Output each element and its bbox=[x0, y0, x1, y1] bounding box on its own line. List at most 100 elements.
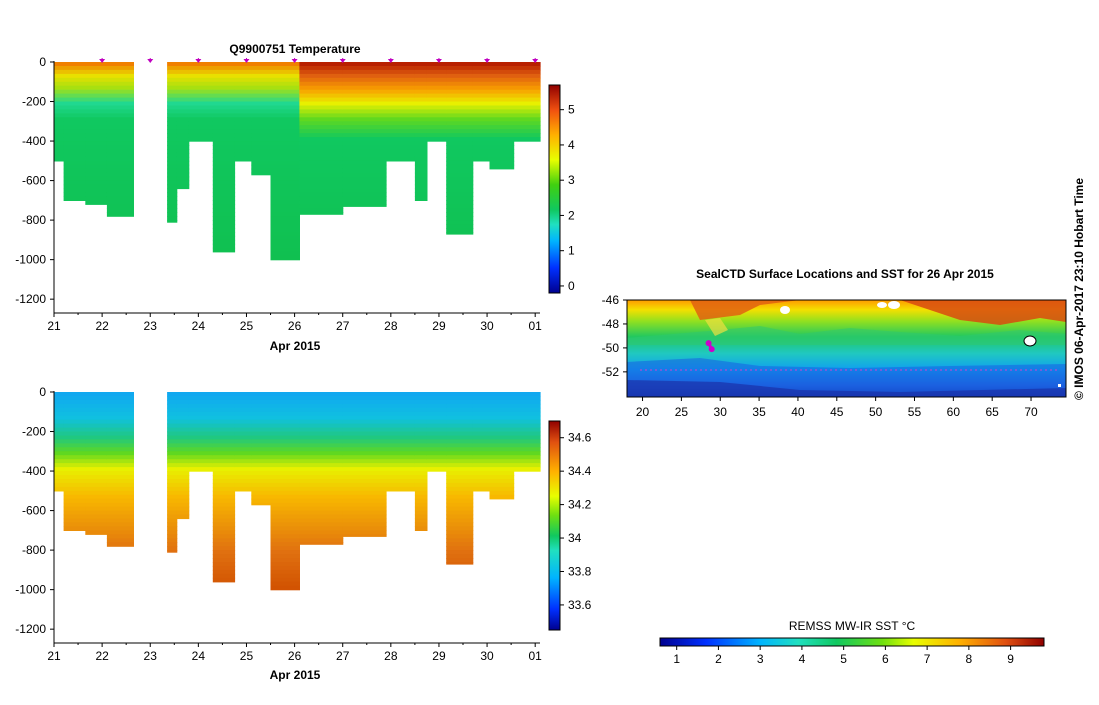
section-cell bbox=[414, 399, 428, 405]
section-cell bbox=[299, 212, 344, 215]
section-cell bbox=[270, 152, 300, 158]
section-cell bbox=[188, 435, 214, 441]
section-cell bbox=[472, 463, 490, 468]
section-cell bbox=[106, 399, 134, 405]
section-cell bbox=[270, 172, 300, 178]
section-cell bbox=[212, 486, 236, 492]
section-cell bbox=[446, 419, 474, 425]
section-cell bbox=[446, 530, 474, 535]
section-cell bbox=[446, 73, 474, 79]
section-cell bbox=[342, 403, 387, 409]
section-cell bbox=[299, 85, 344, 91]
section-cell bbox=[489, 435, 515, 441]
section-cell bbox=[251, 407, 272, 413]
section-cell bbox=[54, 93, 65, 99]
section-cell bbox=[85, 423, 108, 429]
section-cell bbox=[167, 196, 178, 201]
section-cell bbox=[176, 514, 190, 520]
section-cell bbox=[472, 81, 490, 87]
section-cell bbox=[63, 85, 86, 91]
section-cell bbox=[106, 77, 134, 83]
section-cell bbox=[342, 81, 387, 87]
section-cell bbox=[446, 534, 474, 539]
section-cell bbox=[176, 89, 190, 95]
section-cell bbox=[106, 137, 134, 142]
section-cell bbox=[106, 506, 134, 512]
section-cell bbox=[386, 479, 416, 484]
section-cell bbox=[386, 156, 416, 162]
section-cell bbox=[251, 479, 272, 484]
section-cell bbox=[63, 156, 86, 162]
sst-colorbar bbox=[659, 637, 1045, 647]
section-cell bbox=[270, 149, 300, 154]
section-cell bbox=[85, 411, 108, 417]
section-cell bbox=[472, 431, 490, 437]
section-cell bbox=[426, 109, 447, 114]
section-cell bbox=[299, 514, 344, 520]
section-cell bbox=[342, 85, 387, 91]
section-cell bbox=[270, 243, 300, 249]
section-cell bbox=[167, 93, 178, 99]
section-cell bbox=[489, 97, 515, 103]
section-cell bbox=[270, 423, 300, 429]
section-cell bbox=[212, 77, 236, 83]
section-cell bbox=[426, 407, 447, 413]
section-cell bbox=[513, 396, 541, 401]
section-cell bbox=[270, 435, 300, 441]
section-cell bbox=[299, 407, 344, 413]
section-cell bbox=[414, 62, 428, 67]
section-cell bbox=[212, 439, 236, 444]
section-cell bbox=[54, 396, 65, 401]
section-cell bbox=[446, 494, 474, 500]
section-cell bbox=[270, 498, 300, 504]
section-cell bbox=[212, 145, 236, 150]
section-cell bbox=[472, 471, 490, 476]
section-cell bbox=[212, 451, 236, 456]
section-cell bbox=[342, 455, 387, 460]
section-cell bbox=[176, 471, 190, 476]
section-cell bbox=[513, 85, 541, 91]
section-cell bbox=[513, 113, 541, 118]
section-cell bbox=[513, 443, 541, 448]
section-cell bbox=[299, 411, 344, 417]
section-cell bbox=[342, 184, 387, 190]
section-cell bbox=[472, 62, 490, 67]
section-cell bbox=[176, 451, 190, 456]
section-cell bbox=[386, 411, 416, 417]
section-cell bbox=[446, 482, 474, 488]
section-cell bbox=[251, 160, 272, 166]
section-cell bbox=[270, 396, 300, 401]
section-cell bbox=[251, 463, 272, 468]
y-tick-label: -200 bbox=[22, 425, 46, 439]
section-cell bbox=[251, 467, 272, 472]
section-cell bbox=[167, 101, 178, 107]
section-cell bbox=[54, 471, 65, 476]
section-cell bbox=[386, 121, 416, 126]
salinity-cells bbox=[54, 392, 541, 591]
section-cell bbox=[446, 439, 474, 444]
section-cell bbox=[63, 510, 86, 516]
section-cell bbox=[176, 423, 190, 429]
section-cell bbox=[342, 192, 387, 197]
section-cell bbox=[176, 490, 190, 496]
section-cell bbox=[446, 506, 474, 512]
section-cell bbox=[414, 176, 428, 182]
section-cell bbox=[176, 149, 190, 154]
section-cell bbox=[299, 459, 344, 464]
section-cell bbox=[414, 526, 428, 531]
section-cell bbox=[270, 585, 300, 591]
section-cell bbox=[472, 73, 490, 79]
section-cell bbox=[270, 431, 300, 437]
section-cell bbox=[106, 204, 134, 209]
section-cell bbox=[106, 403, 134, 409]
x-tick-label: 22 bbox=[95, 319, 109, 333]
section-cell bbox=[212, 459, 236, 464]
section-cell bbox=[513, 455, 541, 460]
section-cell bbox=[167, 538, 178, 543]
section-cell bbox=[446, 490, 474, 496]
section-cell bbox=[188, 392, 214, 397]
section-cell bbox=[106, 411, 134, 417]
section-cell bbox=[251, 494, 272, 500]
section-cell bbox=[106, 62, 134, 67]
section-cell bbox=[342, 109, 387, 114]
